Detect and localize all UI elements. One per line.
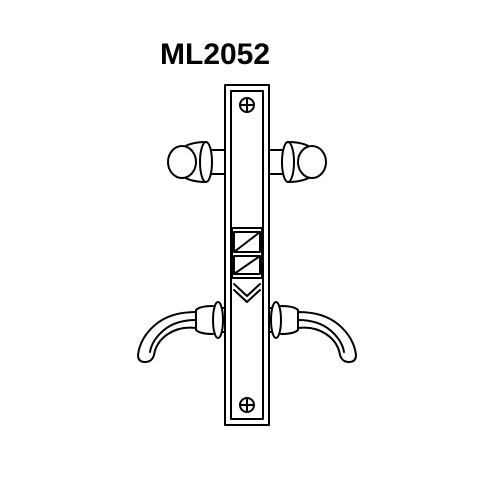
cylinder-right: [269, 142, 326, 182]
latch-opening: [232, 228, 262, 278]
lever-left: [138, 302, 225, 362]
lock-diagram: [0, 0, 500, 500]
chevron-indicator: [234, 284, 260, 302]
lever-right: [269, 302, 356, 362]
cylinder-left: [168, 142, 225, 182]
screw-top: [240, 98, 254, 112]
screw-bottom: [240, 398, 254, 412]
